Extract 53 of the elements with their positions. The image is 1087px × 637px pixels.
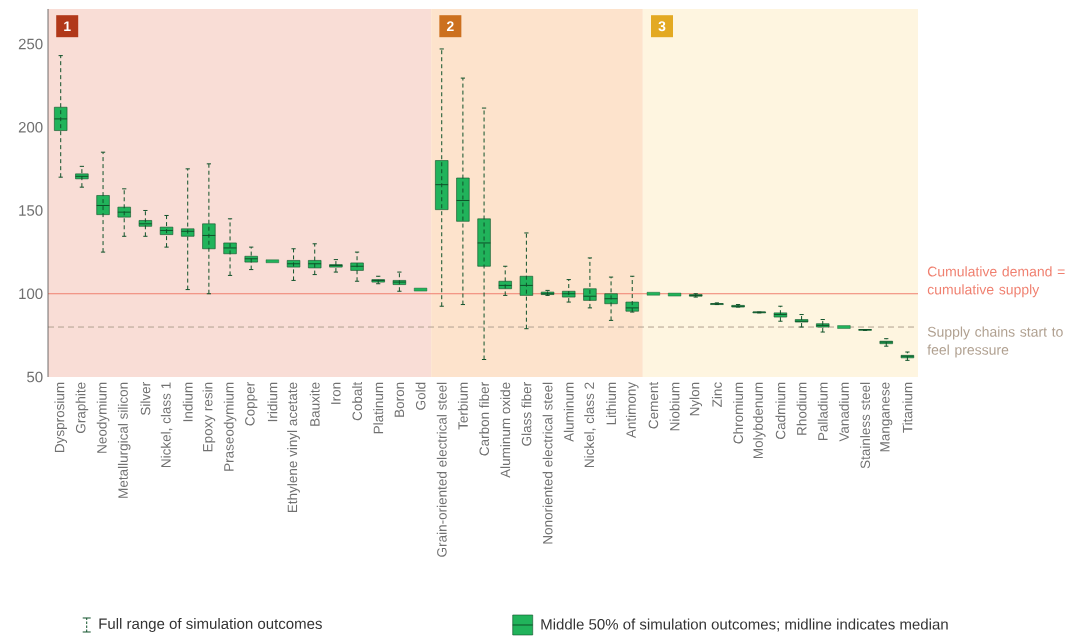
text: Full range of simulation outcomes [99,618,322,632]
x-tick-label: Neodymium [96,382,110,453]
x-tick-label: Indium [182,382,193,422]
band-label: 2 [446,21,454,32]
ref-line-label: Cumulative demand = cumulative supply [927,266,1065,298]
x-tick-label: Epoxy resin [202,382,216,452]
x-tick-label: Bauxite [309,382,320,426]
band-label: 1 [64,21,71,32]
x-tick-label: Silver [140,382,151,415]
x-tick-label: Praseodymium [223,382,237,471]
x-tick-label: Iridium [267,382,278,422]
y-tick-label: 200 [18,121,43,133]
x-tick-label: Gold [415,382,426,410]
x-tick-label: Nonoriented electrical steel [542,382,553,544]
x-tick-label: Copper [245,382,258,426]
x-tick-label: Boron [394,382,405,417]
x-tick-label: Terbium [457,382,468,430]
ref-line-label: Supply chains start to feel pressure [927,326,1063,358]
y-tick-label: 50 [27,371,43,383]
y-tick-label: 100 [19,288,43,300]
x-tick-label: Dysprosium [54,382,68,453]
x-tick-label: Cadmium [775,382,786,439]
x-tick-label: Nylon [689,382,703,416]
x-tick-label: Carbon fiber [479,382,490,456]
x-tick-label: Platinum [373,382,384,434]
x-tick-label: Iron [331,382,341,404]
x-tick-label: Antimony [625,381,639,439]
x-tick-label: Cement [648,381,659,429]
x-tick-label: Titanium [902,382,913,433]
x-tick-label: Stainless steel [860,382,871,469]
x-tick-label: Vanadium [838,382,849,442]
x-tick-label: Chromium [733,382,744,444]
x-tick-label: Cobalt [352,381,363,421]
text: Middle 50% of simulation outcomes; midline indicates median [541,618,948,632]
x-tick-label: Graphite [75,382,89,433]
x-tick-label: Manganese [880,382,893,452]
y-tick-label: 150 [19,205,43,216]
x-tick-label: Aluminum [563,382,574,442]
band-label: 3 [658,21,666,32]
x-tick-label: Zinc [711,382,722,407]
x-tick-label: Niobium [669,382,680,431]
y-tick-label: 250 [18,38,43,50]
x-tick-label: Rhodium [796,382,807,435]
x-tick-label: Lithium [606,382,617,425]
x-tick-label: Aluminum oxide [500,382,511,478]
x-tick-label: Nickel, class 2 [584,382,596,468]
x-tick-label: Molybdenum [752,382,766,459]
x-tick-label: Glass fiber [521,382,532,446]
x-tick-label: Ethylene vinyl acetate [287,382,300,513]
x-tick-label: Palladium [817,382,828,441]
x-tick-label: Nickel, class 1 [160,382,173,468]
x-tick-label: Metallurgical silicon [117,382,131,498]
x-tick-label: Grain-oriented electrical steel [436,382,447,557]
